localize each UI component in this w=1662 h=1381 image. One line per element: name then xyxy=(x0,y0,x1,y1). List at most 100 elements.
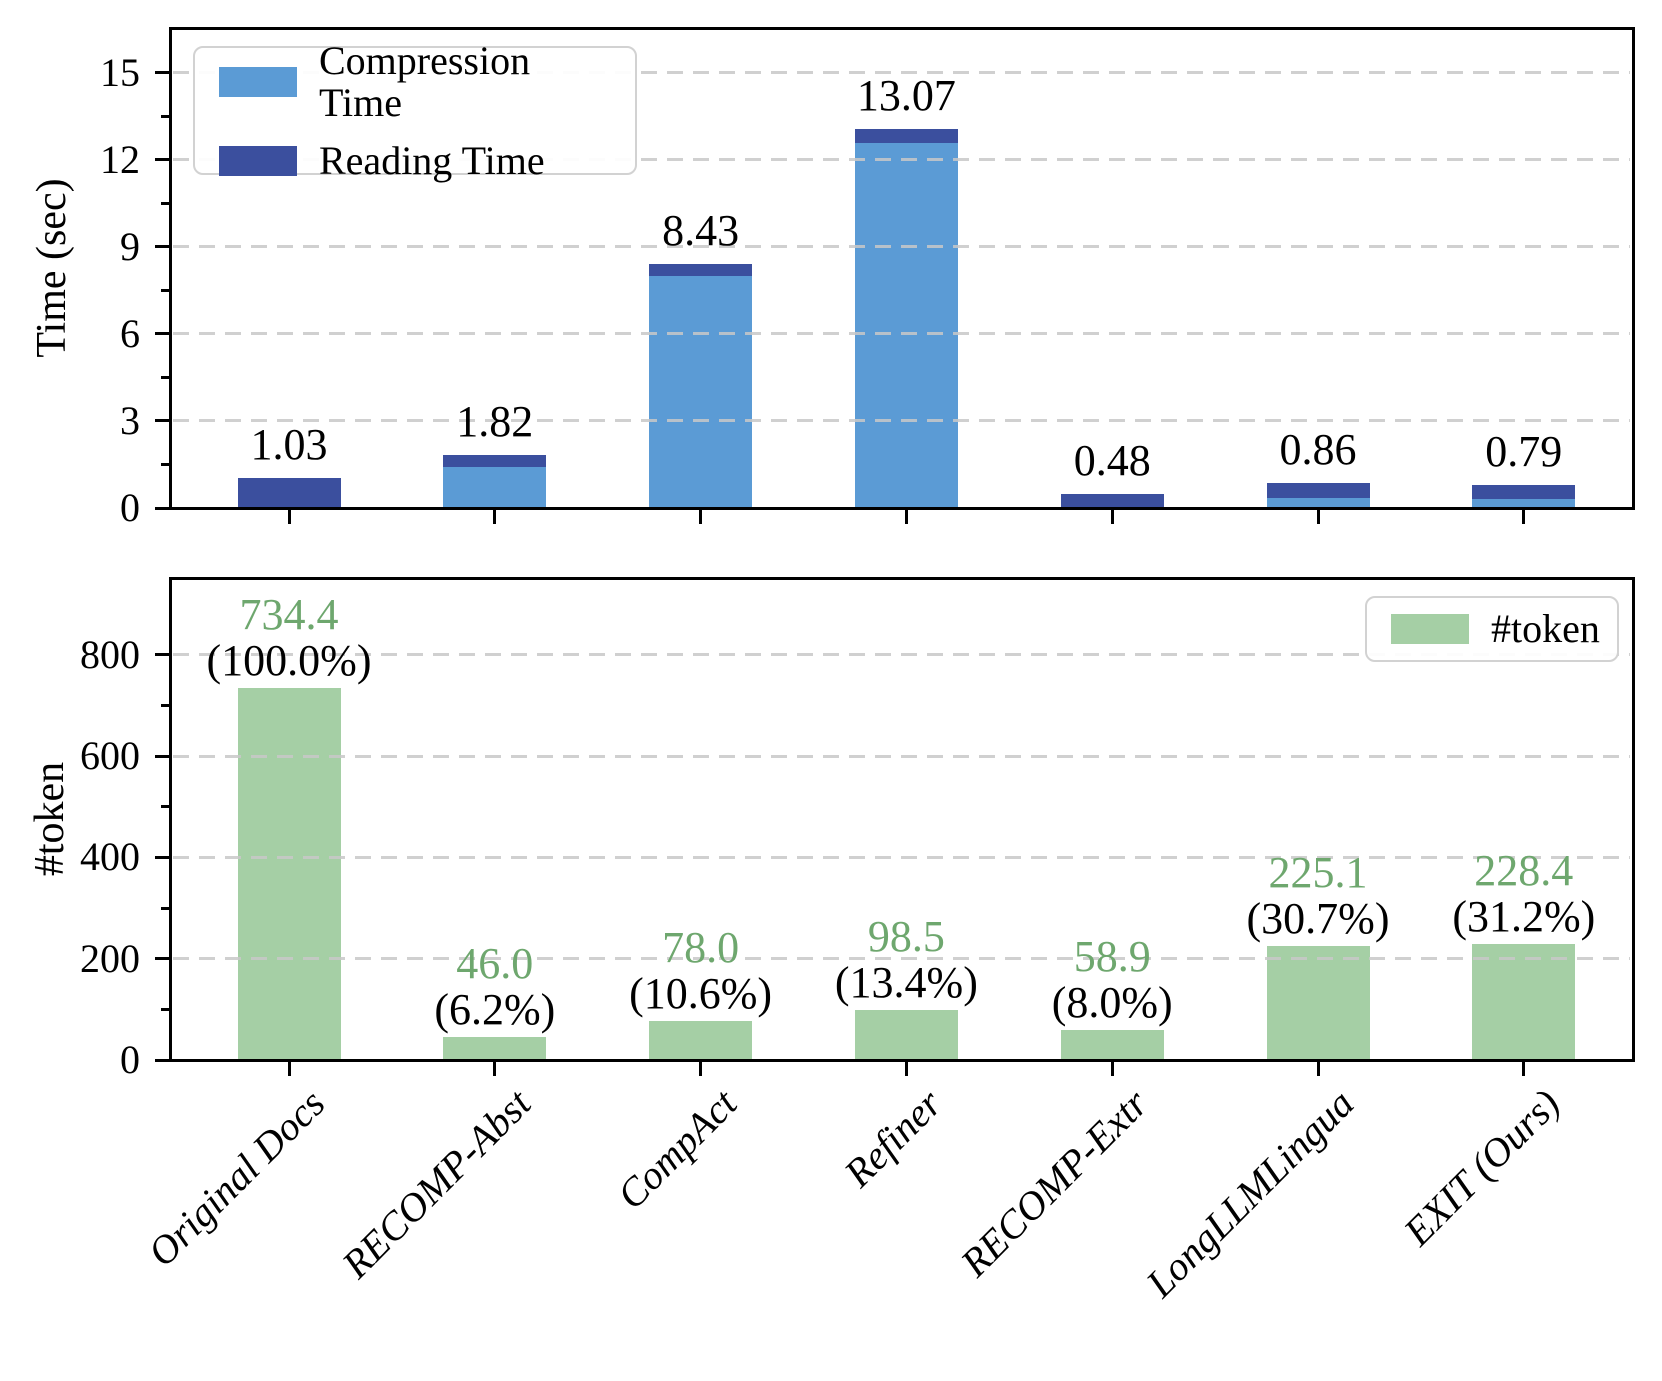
y-minor-tick xyxy=(161,704,170,708)
token-percent-label: (100.0%) xyxy=(206,636,372,686)
token-count-label: 78.0 xyxy=(662,922,740,972)
bar-value-label: 0.48 xyxy=(1073,436,1151,486)
bar-segment xyxy=(443,455,547,467)
y-tick-label: 400 xyxy=(80,834,140,880)
plot-frame xyxy=(168,26,1635,510)
bar-segment xyxy=(1472,499,1576,508)
token-percent-label: (30.7%) xyxy=(1246,894,1390,944)
y-tick-label: 800 xyxy=(80,631,140,677)
token-legend-label: #token xyxy=(1491,606,1600,651)
y-tick-label: 12 xyxy=(100,136,140,182)
y-tick xyxy=(155,506,170,510)
x-tick xyxy=(1522,1061,1526,1076)
bar-value-label: 0.79 xyxy=(1485,427,1563,477)
x-tick xyxy=(904,1061,908,1076)
y-tick xyxy=(155,332,170,336)
y-minor-tick xyxy=(161,906,170,910)
time-axis-label: Time (sec) xyxy=(29,178,75,358)
grid-line xyxy=(173,754,1630,758)
token-count-label: 46.0 xyxy=(456,938,534,988)
y-tick xyxy=(155,855,170,859)
grid-line xyxy=(173,653,1630,657)
y-tick-label: 0 xyxy=(120,485,140,530)
bar-value-label: 13.07 xyxy=(856,70,956,120)
token-legend: #token xyxy=(1365,596,1619,662)
x-tick xyxy=(1110,509,1114,524)
token-percent-label: (31.2%) xyxy=(1452,892,1596,942)
y-minor-tick xyxy=(161,462,170,466)
y-minor-tick xyxy=(161,288,170,292)
compression-time-legend-label: Compression Time xyxy=(319,37,531,125)
x-category-label: EXIT (Ours) xyxy=(1394,1080,1569,1255)
y-minor-tick xyxy=(161,375,170,379)
y-minor-tick xyxy=(161,1007,170,1011)
grid-line xyxy=(173,957,1630,961)
x-tick xyxy=(699,1061,703,1076)
compression-time-swatch xyxy=(219,66,297,97)
y-tick xyxy=(155,957,170,961)
y-tick-label: 3 xyxy=(120,397,140,443)
legend-row-compression: Compression Time xyxy=(219,37,611,125)
y-tick-label: 600 xyxy=(80,733,140,779)
x-tick xyxy=(493,1061,497,1076)
x-tick xyxy=(1316,509,1320,524)
bar-value-label: 1.03 xyxy=(250,420,328,470)
grid-line xyxy=(173,855,1630,859)
reading-time-legend-label: Reading Time xyxy=(319,137,545,183)
bar-segment xyxy=(1472,944,1576,1060)
bar-value-label: 1.82 xyxy=(456,397,534,447)
time-legend: Compression Time Reading Time xyxy=(193,39,637,181)
bar-segment xyxy=(1472,485,1576,499)
bar-segment xyxy=(649,263,753,276)
bar-segment xyxy=(237,688,341,1060)
x-tick xyxy=(1522,509,1526,524)
bar-segment xyxy=(1266,483,1370,498)
bar-segment xyxy=(1060,1030,1164,1060)
x-category-label: Refiner xyxy=(835,1080,951,1196)
y-tick xyxy=(155,1058,170,1062)
token-percent-label: (6.2%) xyxy=(434,984,556,1034)
bar-segment xyxy=(854,128,958,143)
token-count-label: 98.5 xyxy=(867,912,945,962)
grid-line xyxy=(173,419,1630,423)
legend-row-token: #token xyxy=(1391,608,1600,650)
x-tick xyxy=(699,509,703,524)
x-tick xyxy=(493,509,497,524)
bar-segment xyxy=(649,1020,753,1060)
y-tick xyxy=(155,158,170,162)
y-tick xyxy=(155,653,170,657)
token-count-label: 734.4 xyxy=(239,590,339,640)
x-category-label: CompAct xyxy=(607,1080,745,1218)
bar-segment xyxy=(1266,946,1370,1060)
bar-segment xyxy=(443,466,547,508)
y-tick xyxy=(155,71,170,75)
grid-line xyxy=(173,158,1630,162)
reading-time-swatch xyxy=(219,145,297,176)
bar-segment xyxy=(1266,497,1370,508)
bar-segment xyxy=(854,142,958,508)
bar-segment xyxy=(237,478,341,508)
grid-line xyxy=(173,71,1630,75)
y-tick-label: 15 xyxy=(100,49,140,95)
x-tick xyxy=(1316,1061,1320,1076)
y-tick xyxy=(155,245,170,249)
y-tick xyxy=(155,754,170,758)
y-minor-tick xyxy=(161,201,170,205)
x-tick xyxy=(904,509,908,524)
token-percent-label: (13.4%) xyxy=(834,958,978,1008)
x-category-label: LongLLMLingua xyxy=(1137,1080,1363,1306)
bar-segment xyxy=(649,275,753,508)
grid-line xyxy=(173,332,1630,336)
x-tick xyxy=(287,1061,291,1076)
bar-value-label: 0.86 xyxy=(1279,425,1357,475)
token-percent-label: (8.0%) xyxy=(1051,978,1173,1028)
y-tick-label: 6 xyxy=(120,310,140,356)
bar-value-label: 8.43 xyxy=(662,205,740,255)
legend-row-reading: Reading Time xyxy=(219,137,611,183)
token-count-label: 228.4 xyxy=(1474,846,1574,896)
grid-line xyxy=(173,245,1630,249)
bar-segment xyxy=(1060,494,1164,508)
token-percent-label: (10.6%) xyxy=(629,968,773,1018)
y-minor-tick xyxy=(161,114,170,118)
x-tick xyxy=(287,509,291,524)
